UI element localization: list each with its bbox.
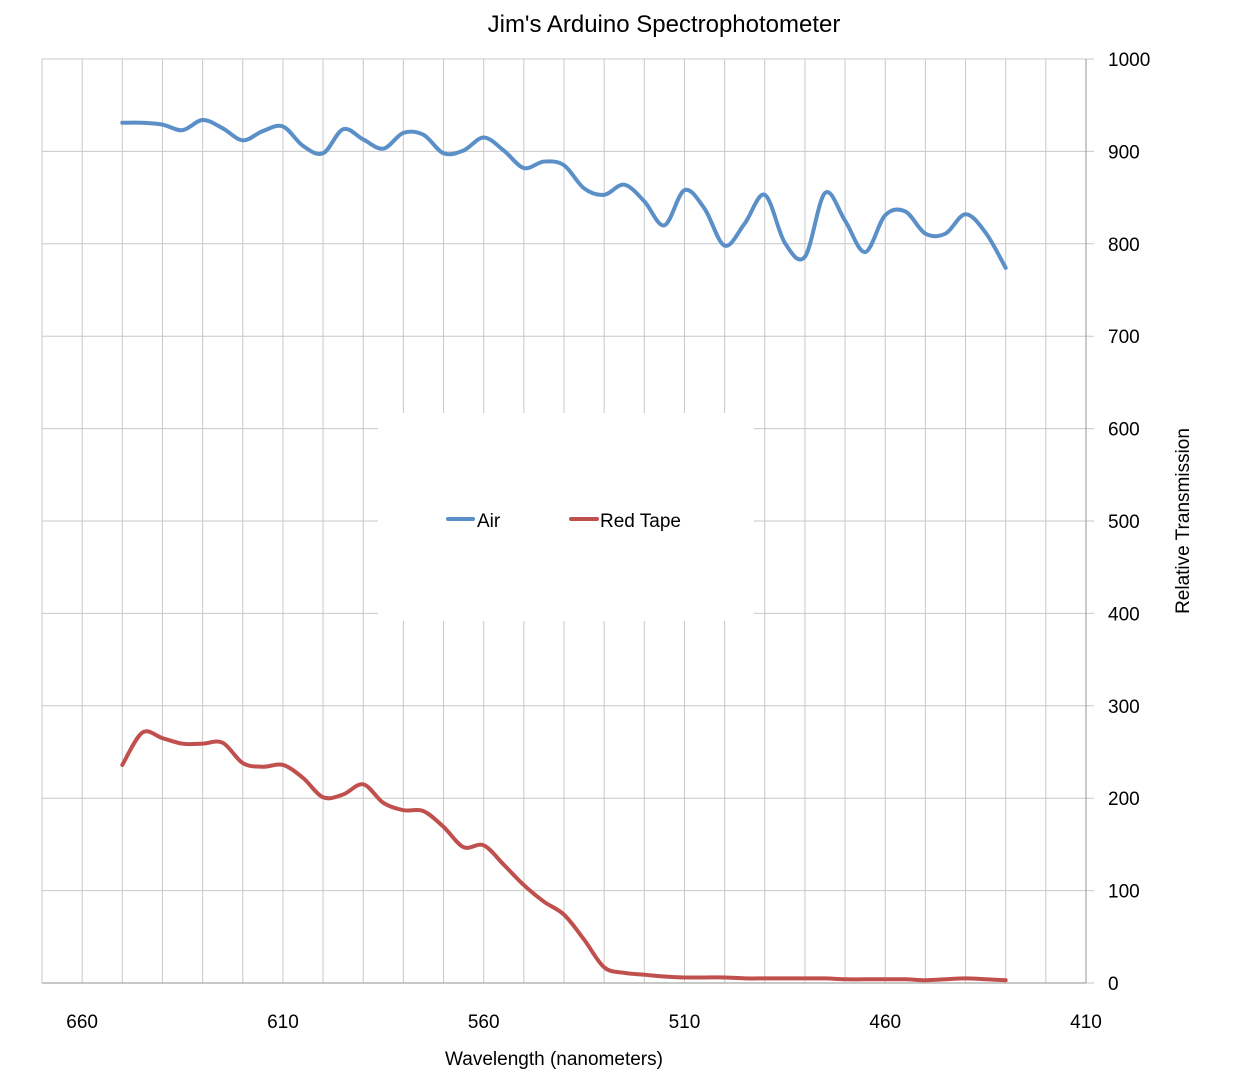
legend-box: [378, 413, 754, 621]
y-tick-labels: 0 100 200 300 400 500 600 700 800 900 1000: [1108, 50, 1150, 995]
series-line-air: [120, 117, 1008, 270]
y-tick-label: 800: [1108, 235, 1140, 256]
legend-label-red-tape: Red Tape: [600, 511, 681, 532]
y-tick-label: 900: [1108, 142, 1140, 163]
x-tick-label: 660: [66, 1012, 98, 1033]
x-axis-label: Wavelength (nanometers): [445, 1049, 663, 1070]
y-tick-label: 600: [1108, 420, 1140, 441]
y-tick-label: 400: [1108, 604, 1140, 625]
series-layer: [120, 117, 1008, 983]
y-tick-label: 300: [1108, 697, 1140, 718]
x-tick-label: 610: [267, 1012, 299, 1033]
x-tick-labels: 660 610 560 510 460 410: [66, 1012, 1102, 1033]
legend-label-air: Air: [477, 511, 501, 532]
x-tick-label: 560: [468, 1012, 500, 1033]
y-axis-label: Relative Transmission: [1173, 428, 1194, 614]
y-tick-label: 1000: [1108, 50, 1150, 71]
y-tick-label: 200: [1108, 789, 1140, 810]
x-tick-label: 410: [1070, 1012, 1102, 1033]
y-tick-label: 500: [1108, 512, 1140, 533]
x-tick-label: 510: [669, 1012, 701, 1033]
x-tick-label: 460: [869, 1012, 901, 1033]
y-tick-label: 0: [1108, 974, 1119, 995]
series-line-red-tape: [120, 729, 1008, 983]
chart-title: Jim's Arduino Spectrophotometer: [488, 11, 841, 38]
y-tick-label: 700: [1108, 327, 1140, 348]
legend: Air Red Tape: [378, 413, 754, 621]
y-tick-label: 100: [1108, 882, 1140, 903]
